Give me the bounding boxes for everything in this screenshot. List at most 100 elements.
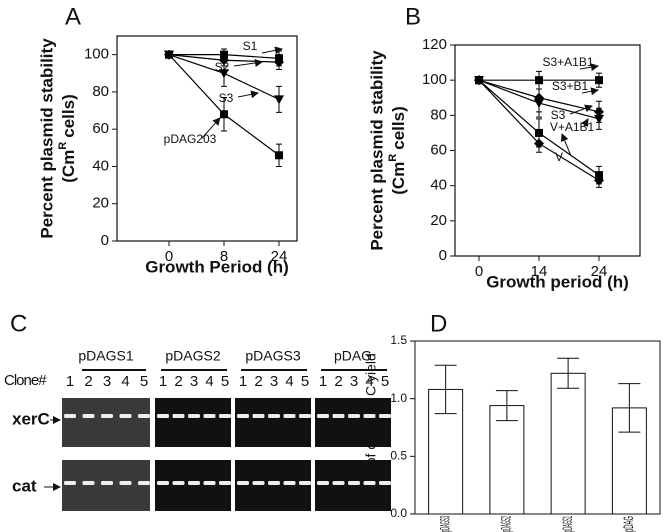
gel-lane-block <box>155 460 231 511</box>
series-label: pDAG203 <box>164 132 217 146</box>
clone-number: 3 <box>190 373 198 390</box>
gel-band <box>119 414 132 418</box>
marker <box>534 99 544 109</box>
panel-letter: D <box>430 310 447 337</box>
bar <box>489 405 525 515</box>
clone-number: 2 <box>174 373 182 390</box>
error-bar <box>434 364 457 415</box>
gel-band <box>317 481 329 485</box>
gel-band <box>332 414 345 418</box>
marker <box>274 57 284 68</box>
gel-band <box>348 414 360 418</box>
annotation-arrow <box>581 118 589 128</box>
unit-part: R <box>57 142 69 150</box>
clone-number: 3 <box>103 373 111 390</box>
clone-number: 4 <box>205 373 213 390</box>
x-tick-label: 24 <box>271 248 288 265</box>
panel: D0.00.51.01.5pDAGS3pDAGS2pDAGS1pDAGRatio… <box>363 310 661 532</box>
unit-part: cells) <box>59 94 78 137</box>
y-tick-label: 0 <box>439 247 447 264</box>
clone-number: 5 <box>140 373 148 390</box>
series-label: S3+A1B1 <box>542 55 593 69</box>
marker <box>274 95 284 105</box>
y-tick-label: 0 <box>101 232 109 249</box>
gel-band <box>188 481 200 485</box>
series-label: S1 <box>243 39 258 53</box>
gel-band <box>237 481 249 485</box>
unit-part: cells) <box>389 106 408 149</box>
gel-band <box>379 414 391 418</box>
gel-band <box>268 481 280 485</box>
y-tick-label: 60 <box>92 120 109 137</box>
clone-number: 5 <box>381 373 389 390</box>
gel-lane-block <box>235 398 311 447</box>
gel-band <box>252 481 265 485</box>
gel-band <box>157 414 169 418</box>
clone-number: 1 <box>66 373 74 390</box>
gel-band <box>119 481 132 485</box>
clone-number: 1 <box>159 373 167 390</box>
row-label: xerC <box>12 409 50 428</box>
gel-band <box>299 414 311 418</box>
y-tick-label: 20 <box>430 212 447 229</box>
marker <box>275 151 283 160</box>
y-axis-label: Percent plasmid stability <box>367 50 386 251</box>
x-tick-label: 24 <box>591 263 608 280</box>
gel-band <box>82 414 95 418</box>
x-tick-label: 0 <box>165 248 173 265</box>
gel-band <box>203 481 216 485</box>
y-axis-unit: (CmRcells) <box>57 94 79 183</box>
x-tick-label: pDAGS3 <box>436 516 452 532</box>
gel-band <box>363 481 376 485</box>
gel-band <box>348 481 360 485</box>
panel: B 0 20 40 60 80 100 120 0 14 24 S3+A1B1 S3+B1 S3V+A1B… <box>367 3 641 291</box>
panel-letter: A <box>65 3 81 30</box>
marker <box>219 69 229 79</box>
gel-lane-block <box>62 460 150 511</box>
x-axis-label: Growth period (h) <box>486 272 629 291</box>
x-tick-label: 0 <box>475 263 483 280</box>
gel-lane-block <box>235 460 311 511</box>
x-tick-label: pDAG <box>620 516 636 532</box>
clone-number: 5 <box>221 373 229 390</box>
gel-band <box>203 414 216 418</box>
gel-band <box>101 414 113 418</box>
panel-letter: C <box>10 310 27 337</box>
clone-number: 5 <box>301 373 309 390</box>
gel-lane-block <box>315 398 391 447</box>
clone-number: 3 <box>270 373 278 390</box>
gel-band <box>64 414 76 418</box>
marker <box>534 138 544 149</box>
x-tick-label: pDAGS2 <box>498 516 514 532</box>
clone-number: 1 <box>319 373 327 390</box>
series-label: S3 <box>551 108 566 122</box>
gel-band <box>138 414 150 418</box>
y-tick-label: 80 <box>92 83 109 100</box>
series-label: S3 <box>219 91 234 105</box>
gel-lane-block <box>155 398 231 447</box>
y-tick-label: 120 <box>422 36 447 53</box>
gel-band <box>82 481 95 485</box>
series-label: S3+B1 <box>552 79 589 93</box>
unit-part: (Cm <box>389 162 408 195</box>
gel-band <box>268 414 280 418</box>
clone-number: 4 <box>121 373 129 390</box>
y-tick-label: 40 <box>92 157 109 174</box>
marker <box>220 110 228 119</box>
y-axis-unit: (CmRcells) <box>387 106 409 195</box>
x-axis-label: Growth Period (h) <box>145 257 289 276</box>
y-tick-label: 1.0 <box>390 391 407 405</box>
bar <box>550 372 586 515</box>
marker <box>165 50 173 59</box>
gel-lane-block <box>315 460 391 511</box>
annotation-arrow <box>233 59 263 67</box>
marker <box>535 128 543 137</box>
gel-band <box>64 481 76 485</box>
marker <box>595 76 603 85</box>
y-tick-label: 1.5 <box>390 333 407 347</box>
gel-band <box>101 481 113 485</box>
gel-band <box>283 481 296 485</box>
gel-band <box>188 414 200 418</box>
